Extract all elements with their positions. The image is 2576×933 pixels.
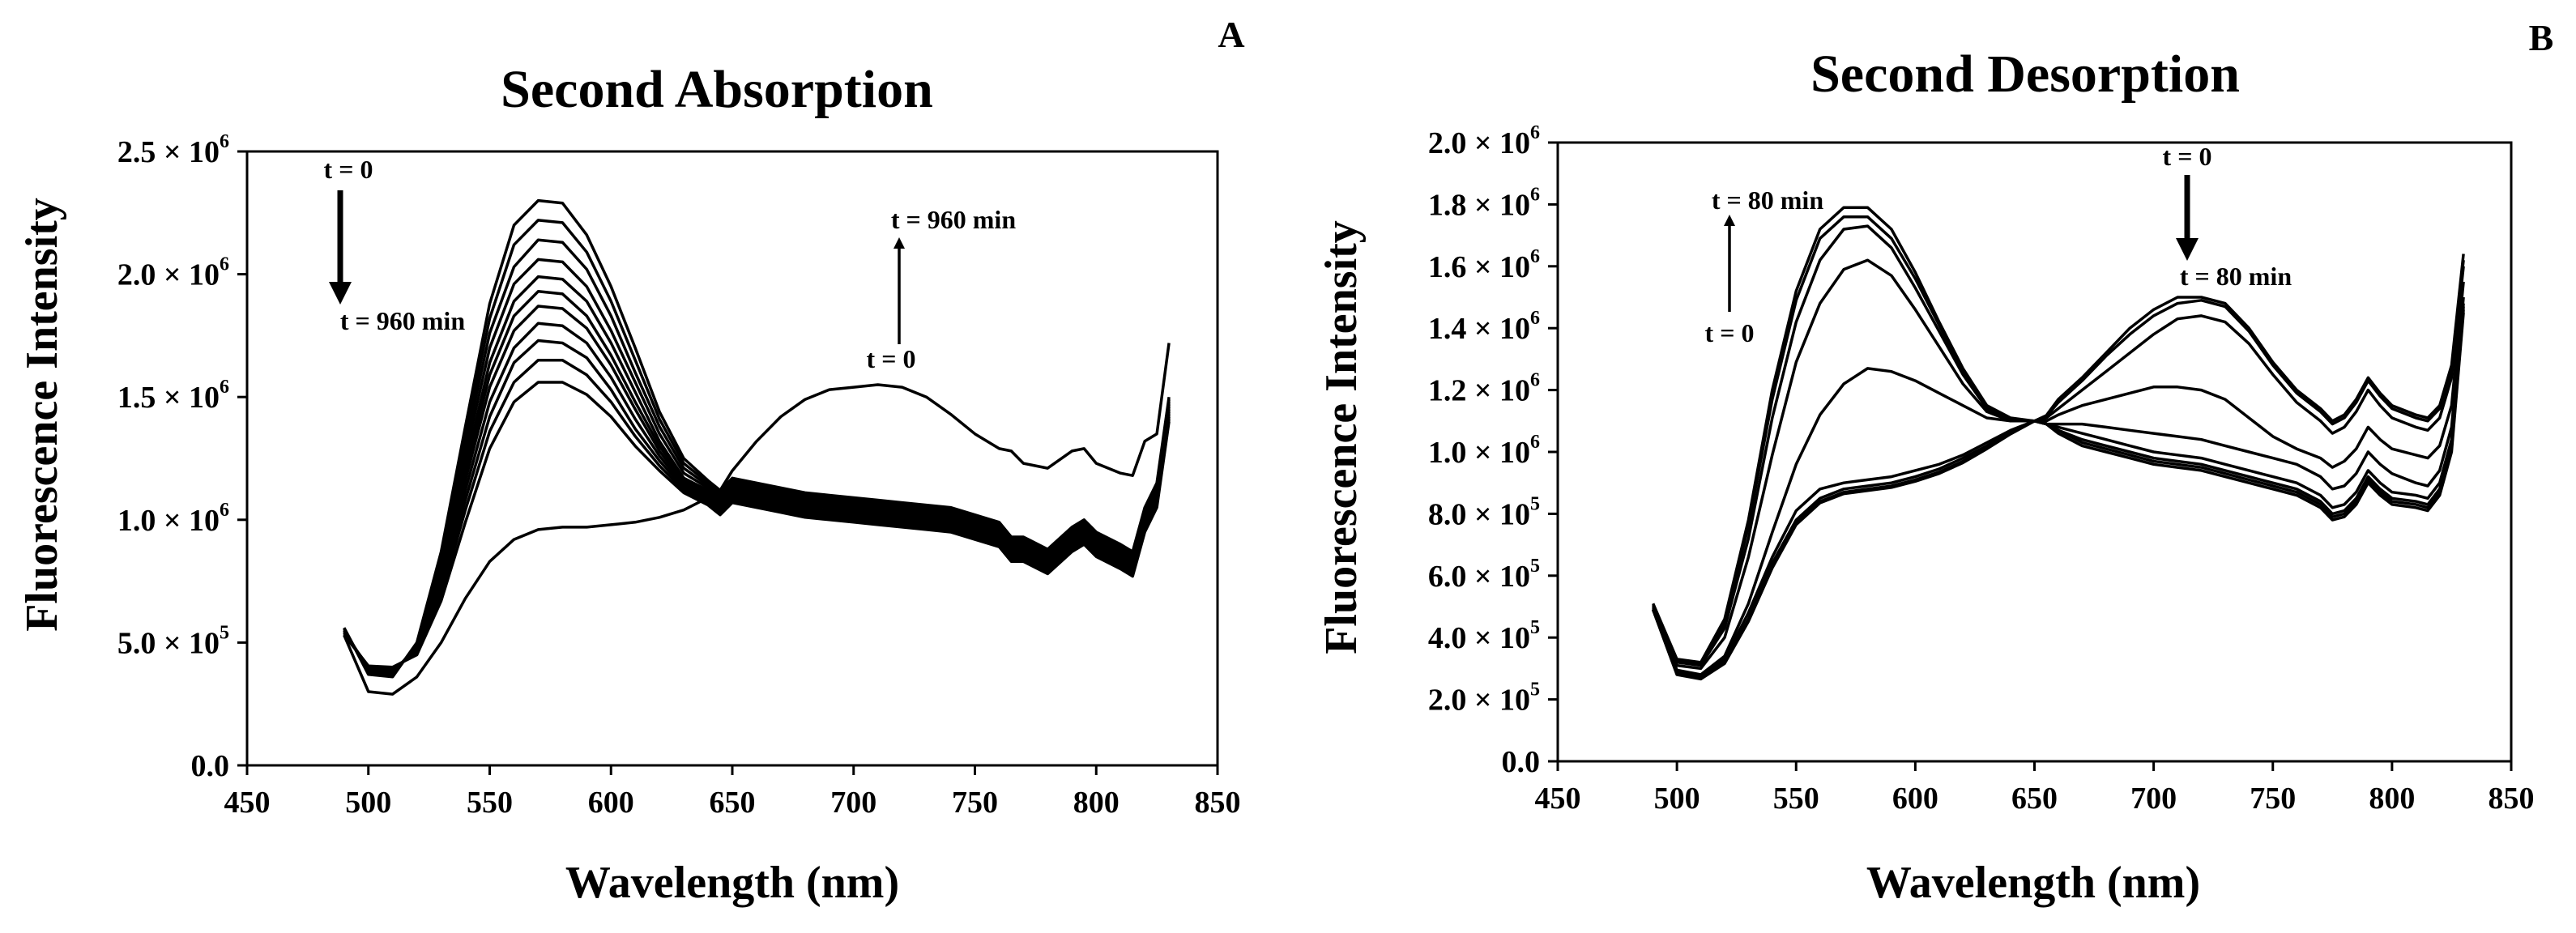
x-tick-label: 650 bbox=[710, 786, 756, 820]
x-tick-label: 500 bbox=[345, 786, 391, 820]
x-tick-label: 600 bbox=[1892, 782, 1938, 816]
chart-title-a: Second Absorption bbox=[501, 60, 933, 119]
annotation-a-right-start: t = 0 bbox=[867, 344, 916, 373]
y-tick-label: 0.0 bbox=[191, 749, 230, 783]
annotation-a-left-start: t = 0 bbox=[324, 155, 373, 184]
series-line bbox=[1652, 296, 2465, 676]
series-group-a bbox=[343, 198, 1171, 696]
series-line bbox=[343, 305, 1171, 672]
annotation-b-left-start: t = 0 bbox=[1705, 318, 1755, 347]
series-line bbox=[343, 322, 1171, 671]
annotation-a-right-end: t = 960 min bbox=[891, 205, 1016, 234]
annotation-b-right-start: t = 0 bbox=[2163, 142, 2212, 171]
series-line bbox=[343, 358, 1171, 670]
x-tick-label: 500 bbox=[1654, 782, 1700, 816]
x-tick-label: 700 bbox=[2130, 782, 2177, 816]
y-tick-label: 5.0 × 105 bbox=[117, 622, 229, 660]
annotation-b-right-end: t = 80 min bbox=[2180, 262, 2292, 291]
x-tick-label: 450 bbox=[224, 786, 271, 820]
series-line bbox=[343, 381, 1171, 669]
panel-letter-b: B bbox=[2529, 17, 2554, 58]
x-tick-label: 600 bbox=[588, 786, 634, 820]
x-tick-label: 650 bbox=[2011, 782, 2058, 816]
series-line bbox=[1652, 215, 2465, 666]
series-group-b bbox=[1652, 206, 2465, 681]
y-tick-label: 1.5 × 106 bbox=[117, 377, 229, 415]
y-tick-label: 6.0 × 105 bbox=[1428, 556, 1540, 594]
x-tick-label: 750 bbox=[2250, 782, 2296, 816]
panel-b: B Second Desorption 0.0 2.0 × 105 4.0 × 10… bbox=[1316, 17, 2553, 908]
x-tick-label: 450 bbox=[1535, 782, 1581, 816]
y-tick-label: 1.0 × 106 bbox=[1428, 432, 1540, 470]
y-axis-label-a: Fluorescence Intensity bbox=[17, 198, 67, 632]
y-axis-label-b: Fluorescence Intensity bbox=[1316, 220, 1367, 654]
x-tick-label: 850 bbox=[2489, 782, 2535, 816]
series-line bbox=[343, 238, 1171, 676]
x-tick-label: 550 bbox=[467, 786, 513, 820]
series-line bbox=[1652, 266, 2465, 680]
panel-letter-a: A bbox=[1218, 14, 1244, 55]
x-tick-label: 800 bbox=[2369, 782, 2415, 816]
y-tick-label: 1.6 × 106 bbox=[1428, 246, 1540, 284]
y-tick-label: 2.5 × 106 bbox=[117, 131, 229, 169]
x-tick-label: 750 bbox=[952, 786, 998, 820]
series-line bbox=[343, 339, 1171, 671]
series-line bbox=[343, 290, 1171, 673]
y-tick-label: 1.2 × 106 bbox=[1428, 370, 1540, 408]
y-tick-label: 2.0 × 105 bbox=[1428, 680, 1540, 718]
x-axis-label-b: Wavelength (nm) bbox=[1866, 858, 2200, 908]
series-line bbox=[1652, 258, 2465, 671]
panel-a: A Second Absorption 0.0 5.0 × 105 1.0 × 10… bbox=[17, 14, 1245, 908]
series-line bbox=[1652, 253, 2465, 681]
annotations-a: t = 0 t = 960 min t = 960 min t = 0 bbox=[324, 155, 1017, 373]
y-tick-label: 1.4 × 106 bbox=[1428, 308, 1540, 346]
x-axis-label-a: Wavelength (nm) bbox=[565, 858, 899, 908]
y-tick-label: 1.8 × 106 bbox=[1428, 184, 1540, 222]
y-tick-label: 0.0 bbox=[1502, 745, 1541, 779]
series-line bbox=[343, 198, 1171, 679]
y-axis-ticks-b: 0.0 2.0 × 105 4.0 × 105 6.0 × 105 8.0 × 105 1… bbox=[1428, 122, 1558, 779]
series-line bbox=[1652, 224, 2465, 667]
series-line bbox=[343, 275, 1171, 674]
y-axis-ticks-a: 0.0 5.0 × 105 1.0 × 106 1.5 × 106 2.0 × 106 2… bbox=[117, 131, 247, 783]
y-tick-label: 4.0 × 105 bbox=[1428, 617, 1540, 655]
x-tick-label: 850 bbox=[1195, 786, 1241, 820]
series-line bbox=[1652, 260, 2465, 680]
series-line bbox=[1652, 206, 2465, 664]
y-tick-label: 8.0 × 105 bbox=[1428, 493, 1540, 531]
y-tick-label: 2.0 × 106 bbox=[1428, 122, 1540, 160]
x-axis-ticks-a: 450 500 550 600 650 700 750 800 850 bbox=[224, 765, 1241, 820]
series-line bbox=[343, 219, 1171, 678]
annotation-b-left-end: t = 80 min bbox=[1712, 185, 1823, 215]
series-line bbox=[1652, 281, 2465, 678]
x-tick-label: 800 bbox=[1073, 786, 1120, 820]
series-line bbox=[343, 258, 1171, 675]
series-line bbox=[343, 343, 1171, 696]
y-tick-label: 1.0 × 106 bbox=[117, 500, 229, 538]
chart-title-b: Second Desorption bbox=[1810, 45, 2240, 104]
annotations-b: t = 80 min t = 0 t = 0 t = 80 min bbox=[1705, 142, 2292, 347]
x-tick-label: 550 bbox=[1773, 782, 1819, 816]
y-tick-label: 2.0 × 106 bbox=[117, 254, 229, 292]
x-tick-label: 700 bbox=[830, 786, 876, 820]
annotation-a-left-end: t = 960 min bbox=[340, 306, 465, 335]
x-axis-ticks-b: 450 500 550 600 650 700 750 800 850 bbox=[1535, 761, 2535, 816]
